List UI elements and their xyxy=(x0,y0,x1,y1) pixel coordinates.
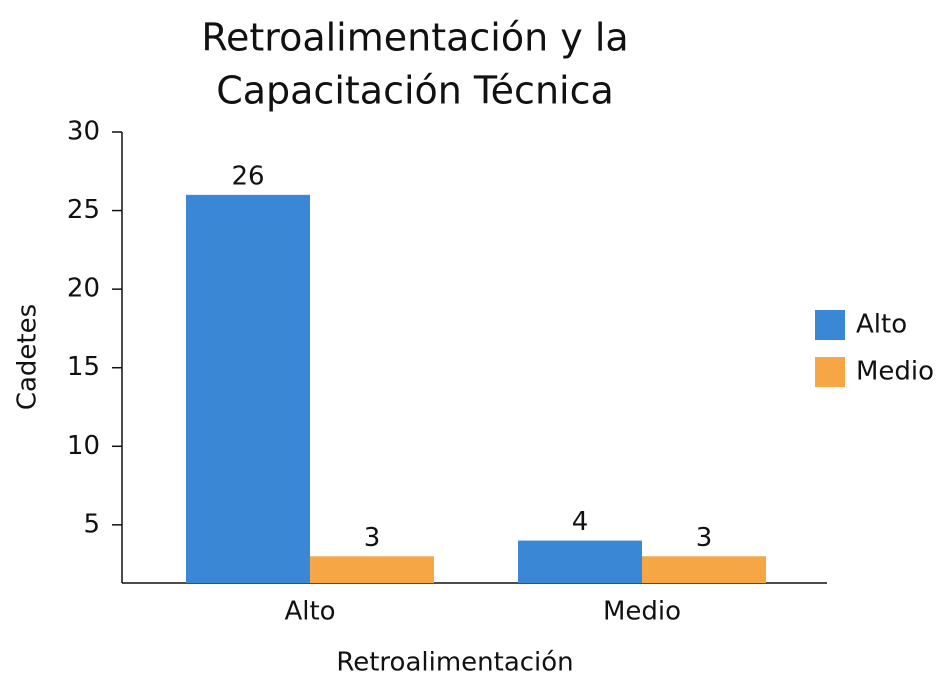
y-tick-label: 10 xyxy=(67,431,100,461)
y-tick-label: 25 xyxy=(67,195,100,225)
chart-title: Capacitación Técnica xyxy=(216,69,614,113)
legend-swatch xyxy=(815,357,845,387)
y-tick-label: 15 xyxy=(67,352,100,382)
bar xyxy=(518,540,642,583)
legend-label: Alto xyxy=(856,310,907,340)
data-label: 26 xyxy=(231,161,264,191)
x-tick-label: Alto xyxy=(284,597,335,627)
chart-title: Retroalimentación y la xyxy=(201,16,628,60)
x-axis-label: Retroalimentación xyxy=(336,648,573,678)
data-label: 4 xyxy=(572,507,589,537)
y-tick-label: 30 xyxy=(67,117,100,147)
data-label: 3 xyxy=(364,523,381,553)
bar xyxy=(186,194,310,583)
legend-swatch xyxy=(815,310,845,340)
legend-label: Medio xyxy=(856,357,934,387)
y-tick-label: 20 xyxy=(67,274,100,304)
y-axis-label: Cadetes xyxy=(13,304,43,410)
bar xyxy=(310,556,434,583)
data-label: 3 xyxy=(696,523,713,553)
x-tick-label: Medio xyxy=(603,597,681,627)
y-tick-label: 5 xyxy=(83,509,100,539)
bar xyxy=(642,556,766,583)
